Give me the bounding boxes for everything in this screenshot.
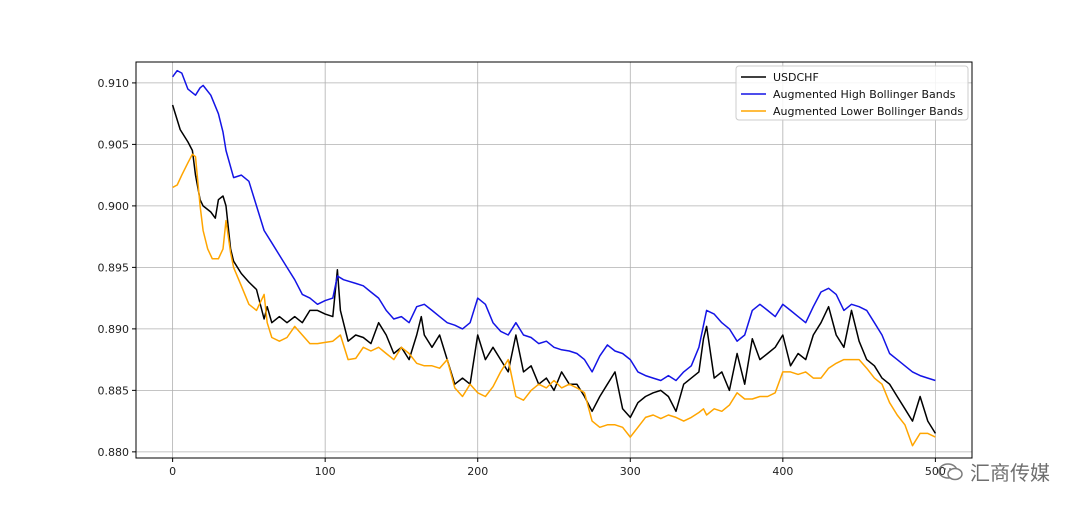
y-tick-label: 0.885 [98,384,130,397]
watermark-text: 汇商传媒 [970,461,1050,485]
legend-box [735,65,969,121]
legend: USDCHF Augmented High Bollinger Bands Augm… [735,65,969,121]
x-tick-label: 300 [620,465,641,478]
x-tick-label: 0 [169,465,176,478]
legend-label: USDCHF [773,71,819,84]
series-lines [171,69,937,447]
grid-lines [136,62,972,458]
series-line-1 [171,69,936,382]
legend-label: Augmented Lower Bollinger Bands [773,105,963,118]
x-tick-label: 100 [315,465,336,478]
y-tick-label: 0.900 [98,200,130,213]
series-line-0 [171,104,937,434]
axes-frame [135,61,973,459]
wechat-icon [938,462,963,480]
y-tick-label: 0.880 [98,446,130,459]
y-axis: 0.880 0.885 0.890 0.895 0.900 0.905 0.910 [98,77,136,459]
y-tick-label: 0.905 [98,138,130,151]
watermark: 汇商传媒 [938,457,1050,486]
x-axis: 0 100 200 300 400 500 [169,458,946,478]
y-tick-label: 0.895 [98,261,130,274]
y-tick-label: 0.890 [98,323,130,336]
legend-label: Augmented High Bollinger Bands [773,88,956,101]
x-tick-label: 400 [772,465,793,478]
series-line-2 [172,153,936,447]
y-tick-label: 0.910 [98,77,130,90]
x-tick-label: 200 [467,465,488,478]
